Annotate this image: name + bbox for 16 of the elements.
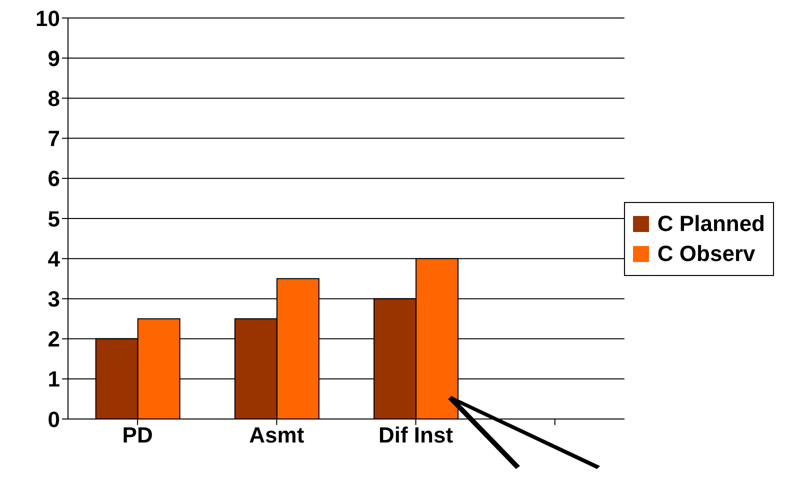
y-tick-label: 7: [48, 126, 60, 152]
y-tick-label: 9: [48, 46, 60, 71]
legend-label: C Observ: [657, 240, 756, 268]
y-tick-label: 3: [48, 286, 60, 312]
x-tick-label: PD: [122, 422, 153, 448]
y-tick-label: 6: [48, 166, 60, 192]
y-tick-label: 10: [36, 6, 60, 31]
y-tick-label: 2: [48, 326, 60, 352]
y-tick-label: 5: [48, 206, 60, 232]
x-tick-label: Asmt: [249, 422, 305, 448]
x-tick-label: Dif Inst: [378, 422, 454, 448]
legend-label: C Planned: [657, 210, 765, 238]
y-tick-label: 1: [48, 366, 60, 392]
y-tick-label: 8: [48, 86, 60, 112]
y-tick-label: 4: [48, 246, 61, 272]
y-tick-label: 0: [48, 406, 60, 432]
